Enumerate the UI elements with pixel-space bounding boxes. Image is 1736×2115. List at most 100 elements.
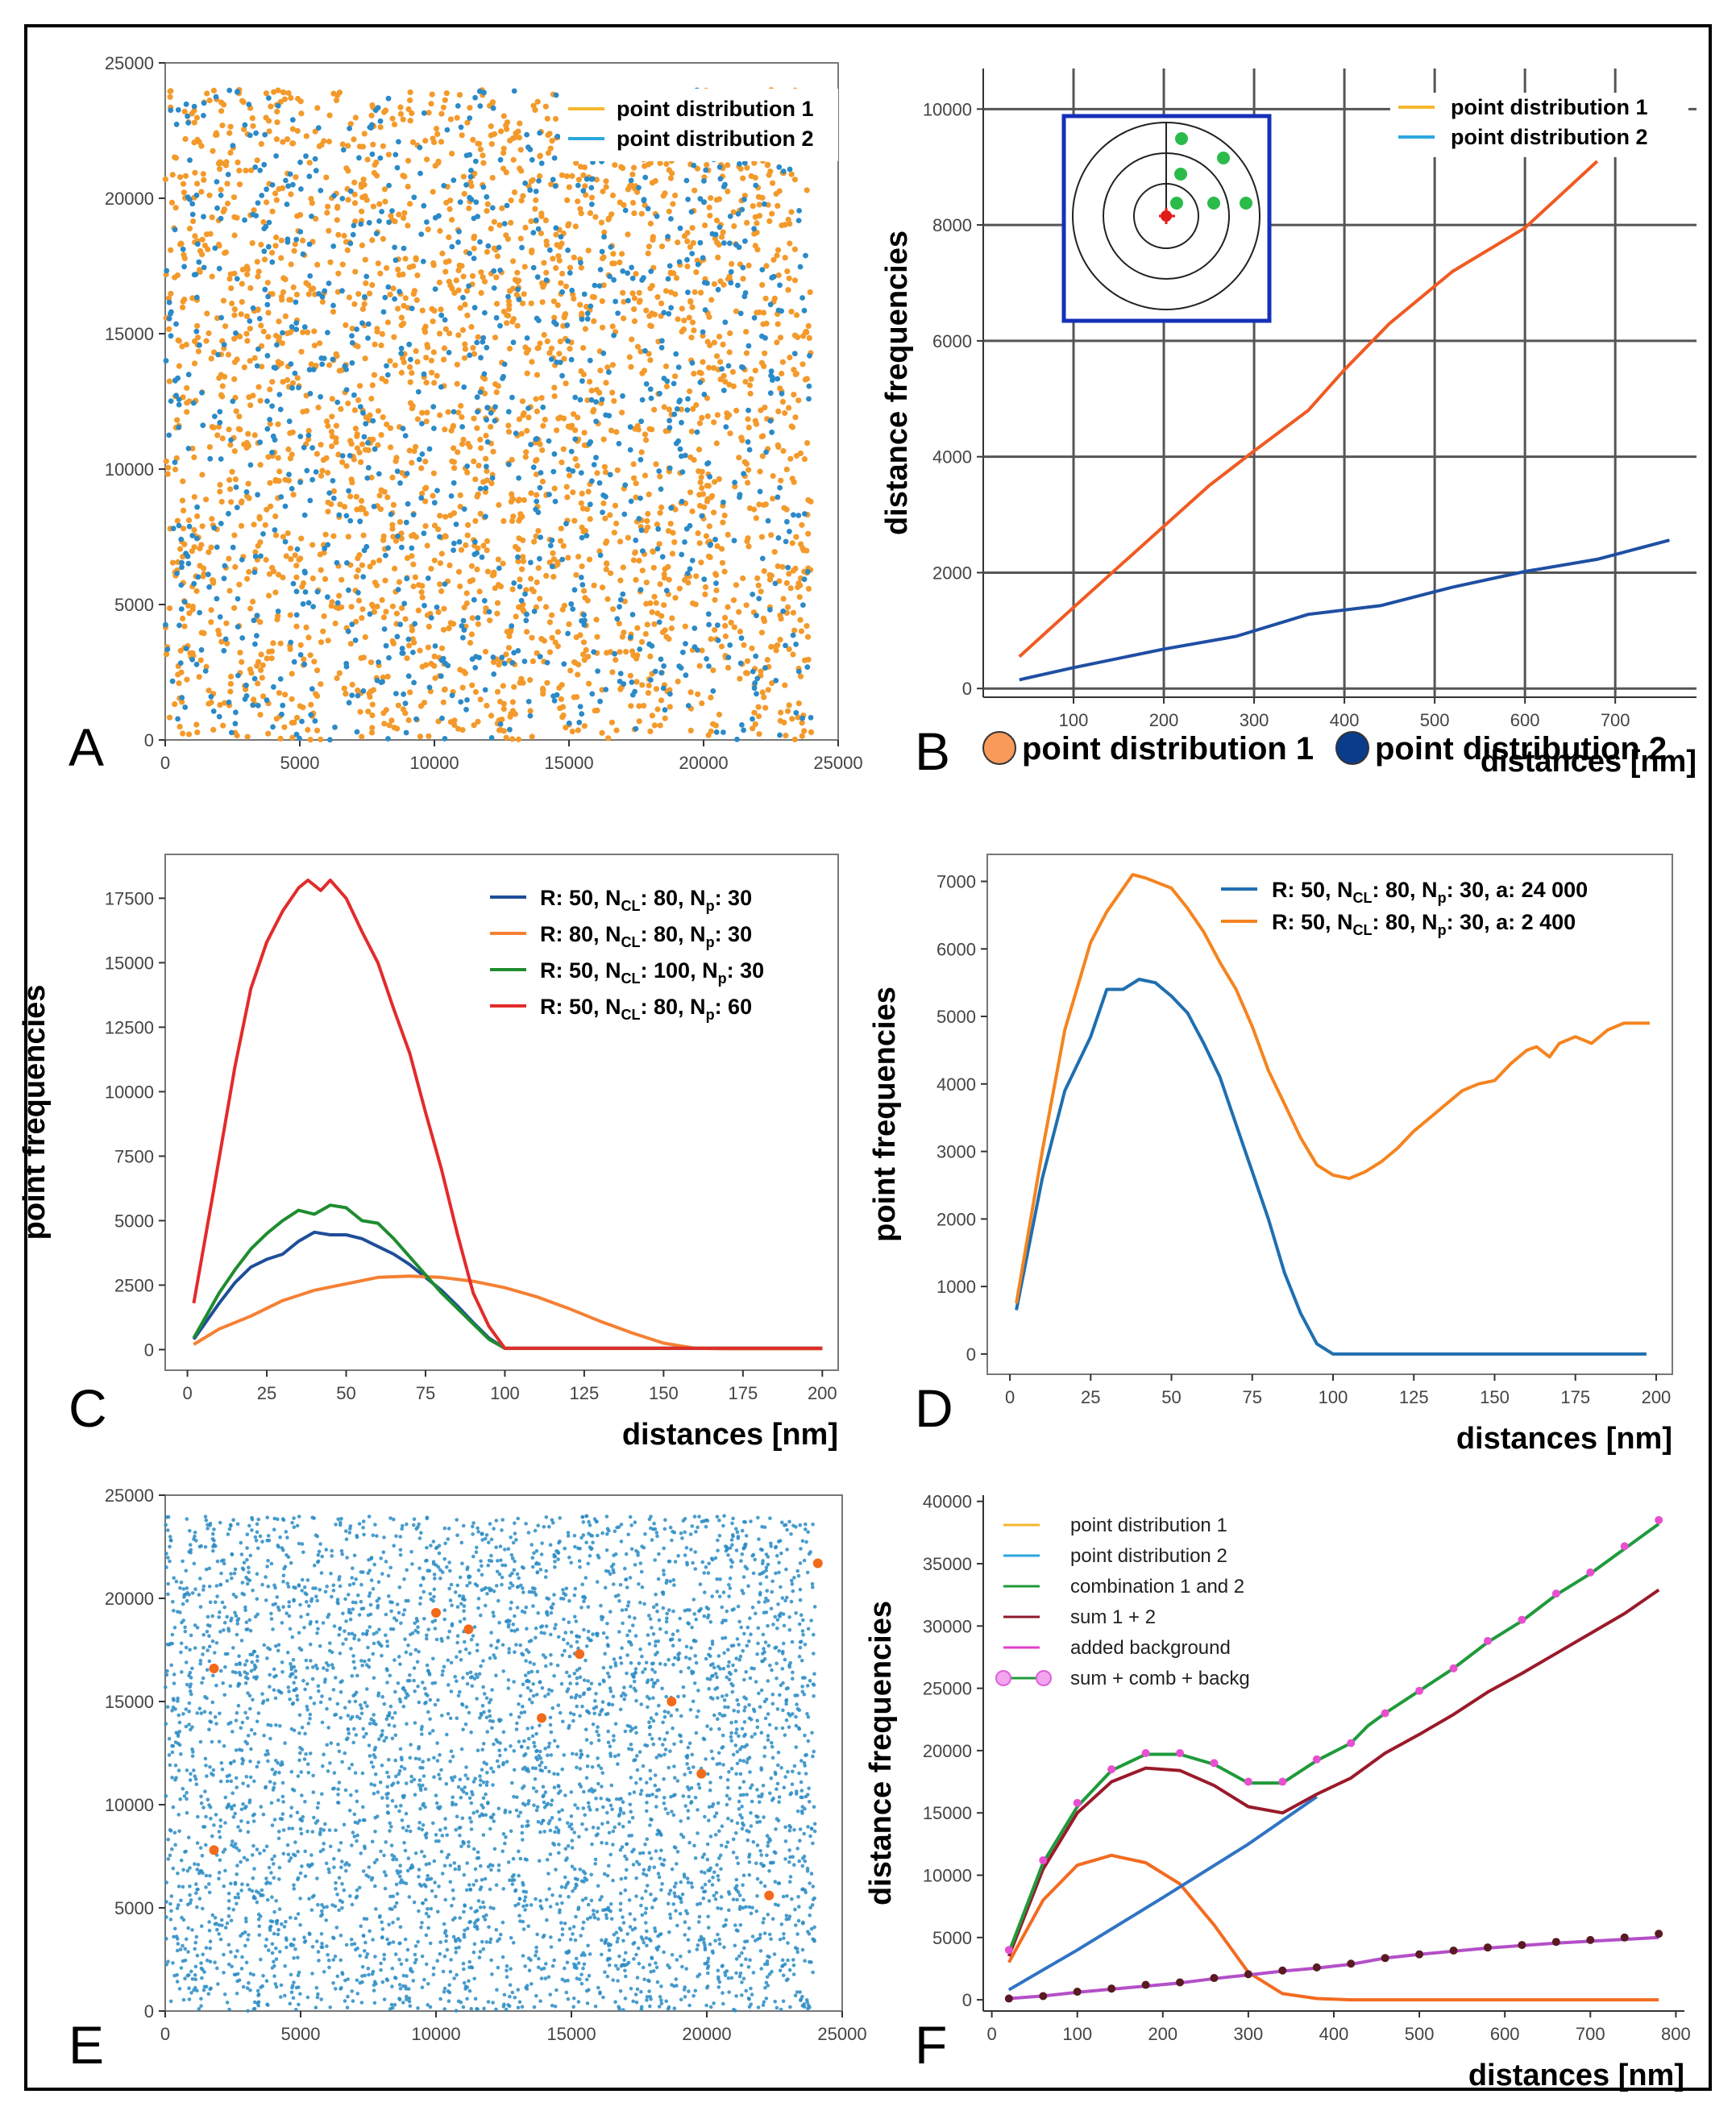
background-point xyxy=(222,1971,226,1975)
point-distribution-1-point xyxy=(334,217,340,223)
point-distribution-2-point xyxy=(549,563,555,570)
background-point xyxy=(631,1863,636,1867)
point-distribution-1-point xyxy=(405,183,411,190)
point-distribution-2-point xyxy=(269,259,276,265)
point-distribution-1-point xyxy=(507,713,513,720)
point-distribution-1-point xyxy=(711,509,717,516)
background-point xyxy=(675,1862,679,1866)
point-distribution-2-point xyxy=(401,600,408,607)
point-distribution-2-point xyxy=(725,363,732,369)
point-distribution-1-point xyxy=(484,702,490,709)
point-distribution-1-point xyxy=(250,598,256,605)
background-point xyxy=(679,1669,683,1674)
point-distribution-2-point xyxy=(289,117,296,123)
point-distribution-2-point xyxy=(741,471,746,477)
point-distribution-1-point xyxy=(189,548,195,555)
point-distribution-2-point xyxy=(753,182,759,189)
point-distribution-2-point xyxy=(201,264,207,271)
background-point xyxy=(627,1898,632,1902)
point-distribution-2-point xyxy=(451,177,457,184)
point-distribution-2-point xyxy=(330,302,336,309)
point-distribution-1-point xyxy=(245,480,251,487)
point-distribution-2-point xyxy=(277,676,284,682)
point-distribution-1-point xyxy=(565,555,571,561)
point-distribution-2-point xyxy=(261,248,268,255)
point-distribution-1-point xyxy=(218,498,225,505)
point-distribution-1-point xyxy=(290,140,297,147)
point-distribution-1-point xyxy=(435,160,442,166)
point-distribution-1-point xyxy=(362,256,368,263)
point-distribution-1-point xyxy=(484,568,492,575)
background-point xyxy=(679,1714,683,1718)
point-distribution-2-point xyxy=(640,548,646,554)
point-distribution-1-point xyxy=(508,197,514,204)
plot-frame xyxy=(164,62,839,741)
point-distribution-1-point xyxy=(599,298,605,305)
point-distribution-1-point xyxy=(538,395,545,401)
x-tick-label: 5000 xyxy=(280,753,320,773)
point-distribution-1-point xyxy=(197,657,204,663)
point-distribution-2-point xyxy=(509,394,515,401)
point-distribution-2-point xyxy=(425,575,431,581)
point-distribution-1-point xyxy=(808,498,814,505)
point-distribution-1-point xyxy=(689,319,696,326)
background-point xyxy=(676,1694,680,1699)
point-distribution-2-point xyxy=(777,282,783,289)
point-distribution-2-point xyxy=(474,339,480,346)
point-distribution-1-point xyxy=(189,606,196,613)
background-point xyxy=(267,1865,272,1870)
background-point xyxy=(340,1760,344,1764)
point-distribution-1-point xyxy=(650,237,656,243)
point-distribution-1-point xyxy=(356,449,363,456)
point-distribution-1-point xyxy=(422,326,428,332)
background-point xyxy=(787,1615,791,1619)
background-point xyxy=(303,1800,307,1804)
background-point xyxy=(747,1997,751,2001)
point-distribution-2-point xyxy=(247,132,253,139)
background-point xyxy=(483,1918,488,1922)
background-point xyxy=(218,1630,222,1634)
point-distribution-2-point xyxy=(617,671,624,676)
background-point xyxy=(430,1619,435,1624)
point-distribution-2-point xyxy=(477,389,484,395)
point-distribution-1-point xyxy=(318,567,324,573)
point-distribution-1-point xyxy=(328,501,334,508)
point-distribution-1-point xyxy=(521,497,527,504)
background-point xyxy=(787,1828,792,1833)
point-distribution-1-point xyxy=(579,505,587,512)
point-distribution-2-point xyxy=(257,439,264,446)
background-point xyxy=(797,1622,802,1627)
point-distribution-2-point xyxy=(176,522,182,529)
point-distribution-2-point xyxy=(579,534,585,541)
background-point xyxy=(312,1702,317,1706)
background-point xyxy=(467,1979,471,1983)
point-distribution-1-point xyxy=(467,105,473,111)
background-points xyxy=(164,1514,817,2013)
point-distribution-1-point xyxy=(504,320,510,326)
point-distribution-2-point xyxy=(309,476,315,483)
background-point xyxy=(443,1541,447,1546)
point-distribution-1-point xyxy=(503,734,509,741)
point-distribution-1-point xyxy=(667,175,675,181)
point-distribution-1-point xyxy=(696,420,704,426)
point-distribution-1-point xyxy=(396,211,402,218)
point-distribution-1-point xyxy=(554,302,561,309)
point-distribution-2-point xyxy=(538,534,543,540)
background-point xyxy=(335,1974,340,1979)
point-distribution-1-point xyxy=(249,115,255,122)
point-distribution-1-point xyxy=(805,322,812,329)
point-distribution-1-point xyxy=(293,563,300,569)
point-distribution-1-point xyxy=(307,737,314,743)
point-distribution-1-point xyxy=(377,270,384,276)
background-point xyxy=(634,2001,639,2005)
point-distribution-1-point xyxy=(378,487,384,493)
point-distribution-2-point xyxy=(728,268,734,275)
point-distribution-2-point xyxy=(322,546,328,551)
background-point xyxy=(799,1613,804,1617)
point-distribution-2-point xyxy=(303,153,309,160)
background-point xyxy=(544,1962,548,1966)
point-distribution-2-point xyxy=(684,407,691,413)
point-distribution-1-point xyxy=(661,571,667,578)
point-distribution-1-point xyxy=(418,465,425,472)
point-distribution-1-point xyxy=(613,429,620,435)
